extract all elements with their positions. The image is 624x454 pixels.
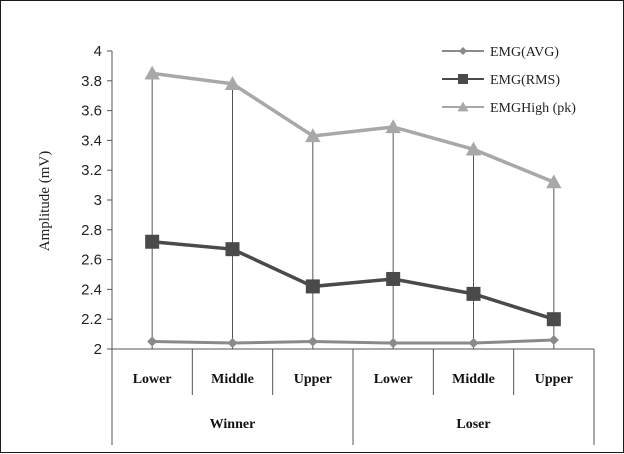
y-tick-label: 3.2 <box>81 162 102 179</box>
data-point <box>305 128 321 143</box>
data-point <box>388 338 399 349</box>
group-label: Winner <box>210 417 256 432</box>
data-point <box>305 279 320 294</box>
group-label: Loser <box>456 417 490 432</box>
category-label: Lower <box>133 372 172 387</box>
data-point <box>147 336 158 347</box>
legend-label: EMG(AVG) <box>490 45 559 60</box>
series-layer <box>144 65 562 349</box>
axes: 2 2.2 2.4 2.6 2.8 3 3.2 3.4 3.6 3.8 4 Lower Middle Up… <box>81 43 595 445</box>
data-point <box>468 338 479 349</box>
category-label: Upper <box>535 372 573 387</box>
series-1 <box>145 234 561 327</box>
legend: EMG(AVG) EMG(RMS) EMGHigh (pk) <box>442 45 576 116</box>
data-point <box>465 141 482 156</box>
y-tick-label: 3.4 <box>81 132 102 149</box>
y-tick-label: 2.8 <box>81 222 102 239</box>
series-line <box>151 71 555 184</box>
data-point <box>466 286 481 301</box>
y-tick-label: 2.2 <box>81 311 102 328</box>
data-point <box>225 242 240 257</box>
category-label: Lower <box>374 372 413 387</box>
data-point <box>307 336 318 347</box>
y-tick-label: 4 <box>94 43 102 60</box>
legend-label: EMG(RMS) <box>490 73 560 88</box>
series-0 <box>147 335 559 349</box>
data-point <box>144 65 160 80</box>
data-point <box>224 76 241 90</box>
series-line <box>152 338 554 345</box>
category-label: Middle <box>211 372 254 387</box>
y-tick-label: 3.6 <box>81 103 102 120</box>
legend-marker <box>457 101 469 112</box>
data-point <box>385 119 401 134</box>
legend-label: EMGHigh (pk) <box>490 101 576 116</box>
legend-marker <box>459 47 467 55</box>
category-label: Upper <box>294 372 332 387</box>
data-point <box>546 174 562 189</box>
y-tick-label: 3.8 <box>81 73 102 90</box>
y-axis-title: Amplitude (mV) <box>37 151 53 251</box>
series-2 <box>144 65 562 189</box>
data-point <box>227 338 238 349</box>
legend-marker <box>458 74 468 84</box>
data-point <box>546 312 561 327</box>
y-tick-label: 2 <box>94 341 102 358</box>
series-line <box>152 239 555 321</box>
data-point <box>145 234 160 249</box>
y-tick-label: 3 <box>94 192 102 209</box>
y-tick-label: 2.4 <box>81 281 102 298</box>
category-label: Middle <box>452 372 495 387</box>
data-point <box>386 271 401 286</box>
data-point <box>548 335 559 346</box>
y-tick-label: 2.6 <box>81 252 102 269</box>
